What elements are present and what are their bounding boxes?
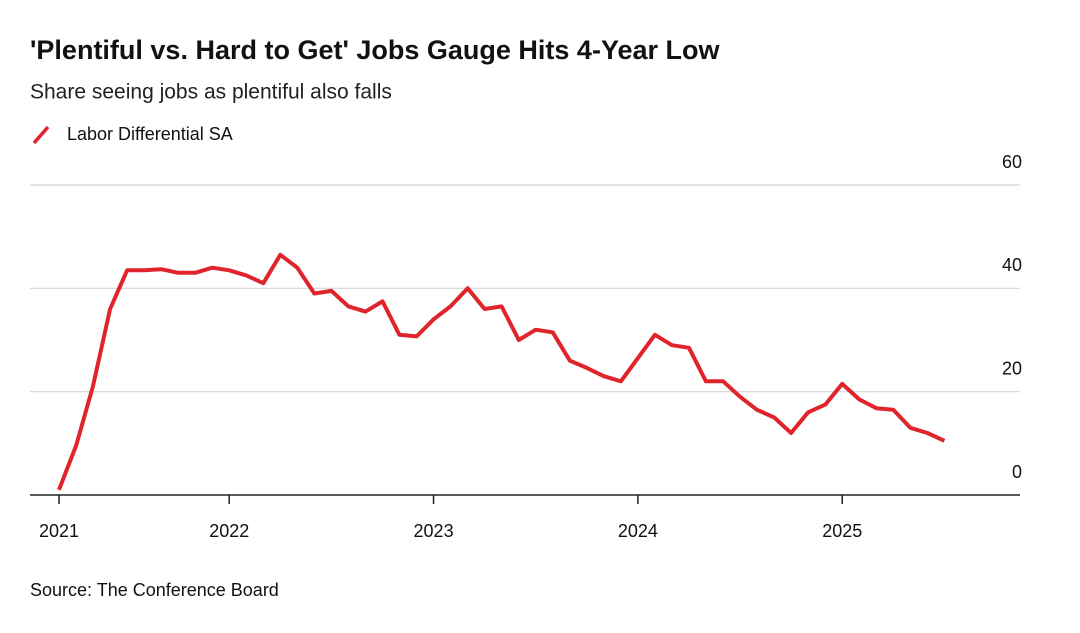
- source: Source: The Conference Board: [30, 580, 279, 600]
- legend-swatch: [32, 125, 50, 145]
- x-tick-label: 2025: [822, 521, 862, 541]
- y-tick-label: 0: [1012, 462, 1022, 482]
- legend-label: Labor Differential SA: [67, 124, 233, 144]
- data-line: [57, 252, 946, 491]
- x-tick-label: 2024: [618, 521, 658, 541]
- chart-title: 'Plentiful vs. Hard to Get' Jobs Gauge H…: [30, 35, 720, 65]
- x-tick-label: 2021: [39, 521, 79, 541]
- y-tick-label: 60: [1002, 152, 1022, 172]
- x-tick-label: 2022: [209, 521, 249, 541]
- x-tick-label: 2023: [414, 521, 454, 541]
- y-tick-label: 20: [1002, 358, 1022, 378]
- chart-subtitle: Share seeing jobs as plentiful also fall…: [30, 81, 392, 104]
- y-tick-label: 40: [1002, 255, 1022, 275]
